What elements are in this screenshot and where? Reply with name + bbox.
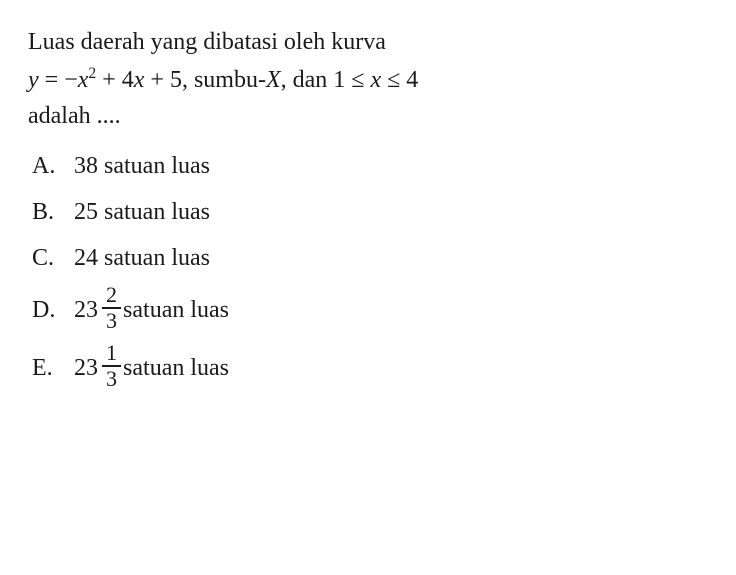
question-line3: adalah .... bbox=[28, 98, 708, 134]
option-d-numerator: 2 bbox=[102, 284, 121, 309]
option-e: E. 23 1 3 satuan luas bbox=[32, 344, 708, 392]
option-b-letter: B. bbox=[32, 194, 74, 230]
option-e-value: 23 1 3 bbox=[74, 344, 123, 392]
eq-plus4: + 4 bbox=[96, 67, 134, 93]
eq-equals: = bbox=[39, 67, 65, 93]
option-d-denominator: 3 bbox=[102, 309, 121, 332]
option-c-letter: C. bbox=[32, 240, 74, 276]
option-d-value: 23 2 3 bbox=[74, 286, 123, 334]
option-e-fraction: 1 3 bbox=[102, 342, 121, 390]
question-block: Luas daerah yang dibatasi oleh kurva y =… bbox=[28, 24, 708, 134]
option-e-letter: E. bbox=[32, 350, 74, 386]
var-y: y bbox=[28, 67, 39, 93]
var-x3: x bbox=[370, 67, 381, 93]
var-x2: x bbox=[134, 67, 145, 93]
option-e-tail: satuan luas bbox=[123, 350, 229, 386]
option-e-whole: 23 bbox=[74, 350, 98, 386]
option-d-tail: satuan luas bbox=[123, 292, 229, 328]
option-d: D. 23 2 3 satuan luas bbox=[32, 286, 708, 334]
eq-neg: − bbox=[64, 67, 78, 93]
option-a: A. 38 satuan luas bbox=[32, 148, 708, 184]
question-equation-line: y = −x2 + 4x + 5, sumbu-X, dan 1 ≤ x ≤ 4 bbox=[28, 62, 708, 98]
option-a-letter: A. bbox=[32, 148, 74, 184]
eq-dan: , dan 1 ≤ bbox=[281, 67, 371, 93]
option-d-fraction: 2 3 bbox=[102, 284, 121, 332]
var-x: x bbox=[78, 67, 89, 93]
option-c-text: 24 satuan luas bbox=[74, 240, 210, 276]
question-line1: Luas daerah yang dibatasi oleh kurva bbox=[28, 24, 708, 60]
eq-plus5: + 5, sumbu- bbox=[144, 67, 266, 93]
var-X-axis: X bbox=[266, 67, 281, 93]
option-a-text: 38 satuan luas bbox=[74, 148, 210, 184]
option-b-text: 25 satuan luas bbox=[74, 194, 210, 230]
option-c: C. 24 satuan luas bbox=[32, 240, 708, 276]
options-list: A. 38 satuan luas B. 25 satuan luas C. 2… bbox=[28, 148, 708, 392]
option-e-denominator: 3 bbox=[102, 367, 121, 390]
option-e-numerator: 1 bbox=[102, 342, 121, 367]
option-b: B. 25 satuan luas bbox=[32, 194, 708, 230]
option-d-whole: 23 bbox=[74, 292, 98, 328]
option-d-letter: D. bbox=[32, 292, 74, 328]
eq-leq4: ≤ 4 bbox=[381, 67, 418, 93]
